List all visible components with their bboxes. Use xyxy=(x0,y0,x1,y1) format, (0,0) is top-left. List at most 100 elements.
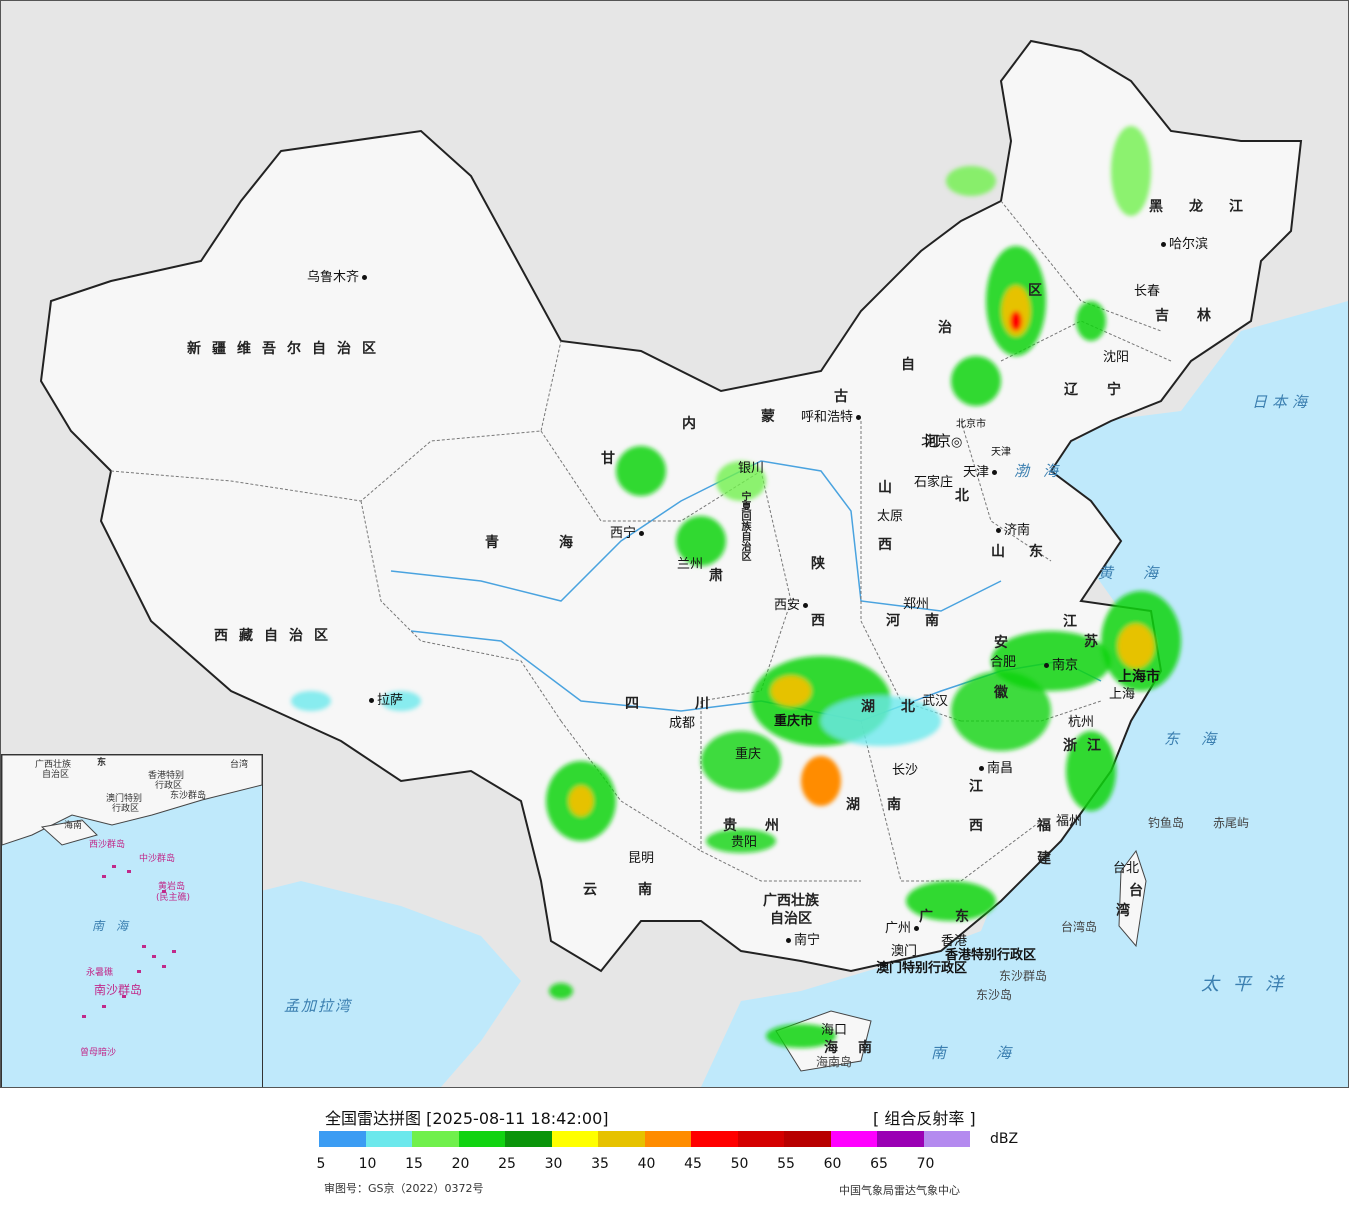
province-xizang: 西藏自治区 xyxy=(214,628,339,644)
capital-dot-icon xyxy=(979,766,984,771)
province-anhui-1: 安 xyxy=(994,635,1019,651)
macau-sar-label: 澳门特别行政区 xyxy=(876,961,968,976)
city-shenyang: 沈阳 xyxy=(1103,350,1130,365)
sea-east: 东海 xyxy=(1164,730,1239,748)
inset-hk-2: 行政区 xyxy=(155,781,183,791)
city-wuhan: 武汉 xyxy=(922,694,949,709)
legend-title: 全国雷达拼图 [2025-08-11 18:42:00] xyxy=(325,1109,609,1128)
scale-swatch-0 xyxy=(319,1131,366,1147)
province-shandong-2: 东 xyxy=(1029,544,1054,560)
scale-swatch-1 xyxy=(365,1131,412,1147)
inset-zengmu: 曾母暗沙 xyxy=(80,1048,117,1058)
province-heilongjiang: 黑龙江 xyxy=(1149,199,1269,215)
province-hainan-2: 南 xyxy=(858,1040,883,1056)
city-harbin: 哈尔滨 xyxy=(1158,238,1208,251)
province-shaanxi-1: 陕 xyxy=(811,556,836,572)
sea-bohai: 渤海 xyxy=(1014,462,1073,480)
bay-of-bengal xyxy=(261,881,521,1087)
island-taiwan: 台湾岛 xyxy=(1061,920,1098,934)
island-chiwei: 赤尾屿 xyxy=(1213,816,1250,830)
province-liaoning-1: 辽 xyxy=(1064,382,1089,398)
capital-dot-icon xyxy=(369,698,374,703)
scale-tick-label: 35 xyxy=(591,1156,609,1172)
province-shandong-1: 山 xyxy=(991,544,1016,560)
yellow-river xyxy=(390,460,1002,612)
province-guizhou-1: 贵 xyxy=(723,818,748,834)
hk-sar-label: 香港特别行政区 xyxy=(945,948,1037,963)
city-jinan: 济南 xyxy=(993,524,1030,537)
province-guangxi-2: 自治区 xyxy=(770,911,812,927)
province-fujian-1: 福 xyxy=(1037,818,1062,834)
province-qinghai: 青海 xyxy=(485,535,633,551)
city-nanchang: 南昌 xyxy=(976,762,1013,775)
taiwan-island xyxy=(1118,849,1147,948)
scale-tick-label: 10 xyxy=(358,1156,377,1172)
scale-tick-label: 50 xyxy=(730,1156,749,1172)
province-fujian-2: 建 xyxy=(1037,851,1062,867)
inset-zhongsha: 中沙群岛 xyxy=(139,854,176,864)
province-hebei-2: 北 xyxy=(955,488,980,504)
city-haikou: 海口 xyxy=(821,1023,848,1038)
city-tianjin-municipality: 天津 xyxy=(991,447,1011,458)
capital-dot-icon xyxy=(786,938,791,943)
capital-dot-icon xyxy=(1161,242,1166,247)
scale-tick-label: 20 xyxy=(451,1156,470,1172)
sea-south: 南海 xyxy=(931,1044,1062,1062)
inset-hainan: 海南 xyxy=(64,821,83,831)
south-china-sea-inset: 广西壮族 自治区 东 香港特别 行政区 澳门特别 行政区 台湾 东沙群岛 海南 … xyxy=(1,754,263,1087)
province-neimenggu-3: 古 xyxy=(834,389,859,405)
province-sichuan-1: 四 xyxy=(625,696,650,712)
legend-product: [ 组合反射率 ] xyxy=(873,1109,976,1128)
sea-yellow: 黄海 xyxy=(1098,564,1189,582)
city-hongkong: 香港 xyxy=(941,934,968,949)
inset-macau: 澳门特别 xyxy=(106,794,143,804)
legend-unit: dBZ xyxy=(990,1131,1019,1147)
province-henan-1: 河 xyxy=(886,613,911,629)
city-beijing-municipality: 北京市 xyxy=(956,419,986,430)
city-shanghai: 上海 xyxy=(1109,687,1136,702)
capital-dot-icon xyxy=(1044,663,1049,668)
inset-guangdong: 东 xyxy=(97,758,107,768)
city-xining: 西宁 xyxy=(610,527,647,540)
scale-tick-label: 70 xyxy=(916,1156,935,1172)
inset-xisha: 西沙群岛 xyxy=(89,840,126,850)
city-zhengzhou: 郑州 xyxy=(903,597,930,612)
scale-tick-label: 15 xyxy=(405,1156,423,1172)
province-neimenggu-5: 治 xyxy=(938,320,963,336)
city-guiyang: 贵阳 xyxy=(731,835,758,850)
province-neimenggu-6: 区 xyxy=(1028,283,1053,299)
province-jiangxi-1: 江 xyxy=(969,779,994,795)
scale-swatch-5 xyxy=(551,1131,598,1147)
province-zhejiang-2: 江 xyxy=(1087,738,1112,754)
city-xian: 西安 xyxy=(774,599,811,612)
inset-guangxi: 广西壮族 xyxy=(35,760,72,770)
scale-swatch-10 xyxy=(784,1131,831,1147)
inset-map xyxy=(2,755,262,1018)
capital-dot-icon xyxy=(996,528,1001,533)
inset-dongsha: 东沙群岛 xyxy=(170,791,207,801)
city-tianjin: 天津 xyxy=(963,466,1000,479)
province-hebei-1: 河 xyxy=(925,434,950,450)
radar-map: 新疆维吾尔自治区 西藏自治区 青海 甘 肃 内 蒙 古 自 治 区 宁夏回族自治… xyxy=(0,0,1349,1088)
scale-swatch-6 xyxy=(598,1131,645,1147)
province-hainan-1: 海 xyxy=(824,1040,849,1056)
capital-dot-icon xyxy=(914,926,920,931)
scale-tick-label: 45 xyxy=(684,1156,702,1172)
scale-swatch-8 xyxy=(691,1131,738,1147)
province-taiwan-2: 湾 xyxy=(1116,903,1141,919)
city-kunming: 昆明 xyxy=(628,851,655,866)
province-gansu-2: 肃 xyxy=(709,568,734,584)
legend-panel: 全国雷达拼图 [2025-08-11 18:42:00] [ 组合反射率 ] d… xyxy=(0,1088,1349,1208)
city-guangzhou: 广州 xyxy=(885,922,922,935)
province-hunan-1: 湖 xyxy=(846,797,871,813)
province-hubei-2: 北 xyxy=(901,699,926,715)
sea-japan: 日本海 xyxy=(1252,393,1313,411)
city-changsha: 长沙 xyxy=(892,763,919,778)
city-hefei: 合肥 xyxy=(990,655,1017,670)
scale-swatch-9 xyxy=(737,1131,784,1147)
city-nanjing: 南京 xyxy=(1041,659,1078,672)
sea-pacific: 太平洋 xyxy=(1201,974,1297,995)
province-hubei-1: 湖 xyxy=(861,699,886,715)
inset-hk: 香港特别 xyxy=(148,771,185,781)
city-chongqing: 重庆 xyxy=(735,747,762,762)
